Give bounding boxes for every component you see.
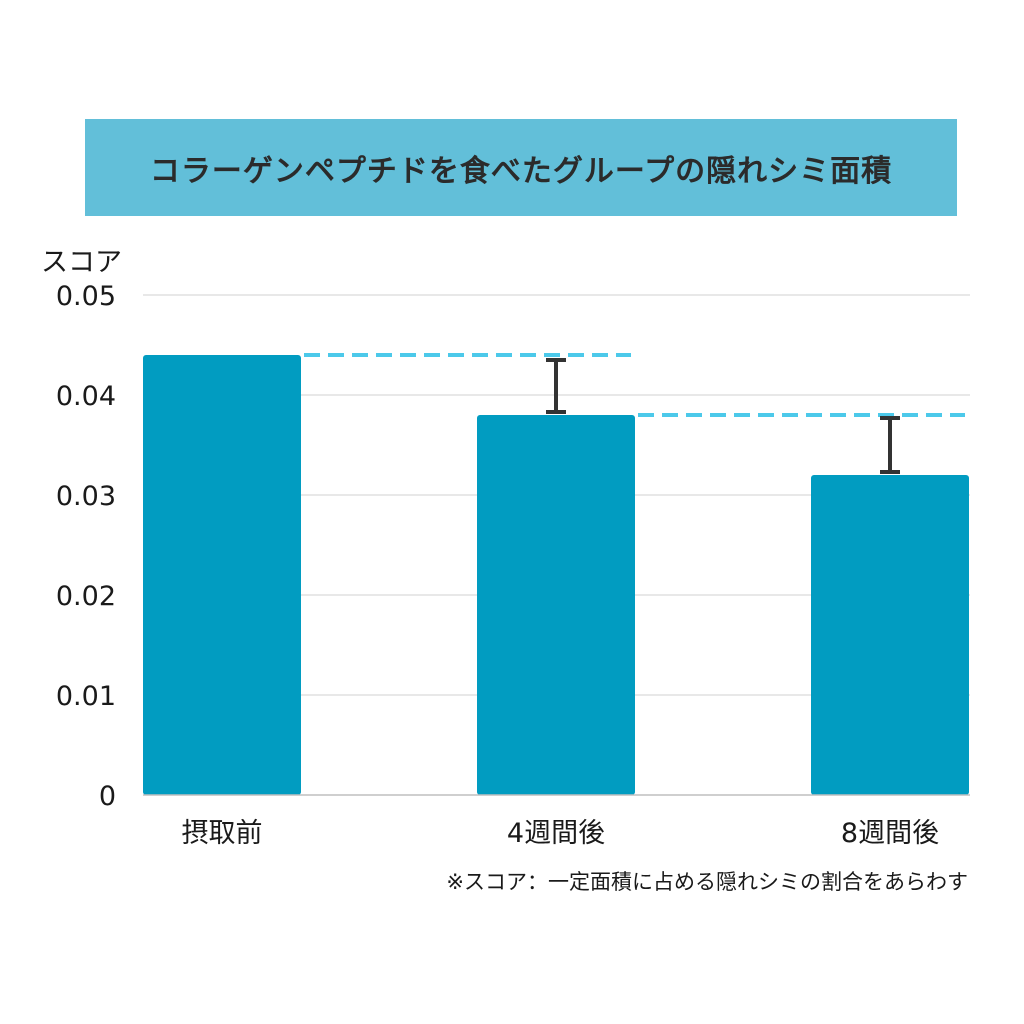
- x-category-label: 8週間後: [841, 818, 939, 849]
- x-category-label: 4週間後: [507, 818, 605, 849]
- footnote: ※スコア：一定面積に占める隠れシミの割合をあらわす: [446, 870, 968, 894]
- y-tick-label: 0.02: [56, 581, 116, 612]
- chart-title: コラーゲンペプチドを食べたグループの隠れシミ面積: [149, 153, 893, 189]
- y-tick-label: 0.01: [56, 681, 116, 712]
- y-tick-label: 0.03: [56, 481, 116, 512]
- bar: [811, 475, 969, 795]
- y-axis-label: スコア: [41, 247, 122, 278]
- y-tick-label: 0: [99, 781, 116, 812]
- chart-title-banner: コラーゲンペプチドを食べたグループの隠れシミ面積: [85, 119, 957, 216]
- bar: [477, 415, 635, 795]
- x-category-label: 摂取前: [182, 818, 263, 849]
- y-tick-label: 0.05: [56, 281, 116, 312]
- y-tick-label: 0.04: [56, 381, 116, 412]
- bar: [143, 355, 301, 795]
